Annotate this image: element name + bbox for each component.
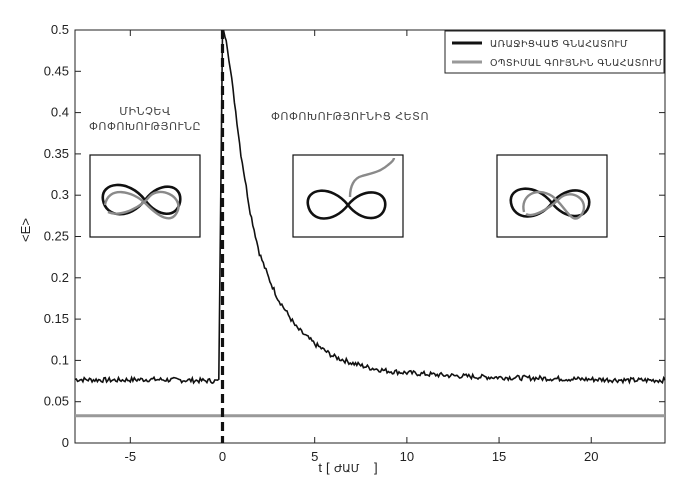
y-tick-label-5: 0.25 bbox=[44, 229, 69, 244]
y-tick-label-2: 0.1 bbox=[51, 352, 69, 367]
y-tick-label-0: 0 bbox=[62, 435, 69, 450]
y-tick-label-10: 0.5 bbox=[51, 22, 69, 37]
x-axis-label: t [ ԺԱՄ ] bbox=[318, 460, 377, 475]
x-axis-label-unit: ԺԱՄ bbox=[334, 463, 360, 475]
y-axis-ticks: 0 0.05 0.1 0.15 0.2 0.25 0.3 0.35 0.4 0.45 0.5 bbox=[44, 22, 665, 450]
inset-before-change bbox=[89, 154, 201, 238]
legend-label-1: ՕՊՏԻՄԱԼ ԳՈՒՅՆԻՆ ԳՆԱՀԱՏՈՒՄ bbox=[490, 58, 663, 69]
inset-long-after bbox=[496, 154, 608, 238]
annotation-before-line2: ՓՈՓՈԽՈՒԹՅՈՒՆԸ bbox=[89, 120, 201, 133]
annotation-after: ՓՈՓՈԽՈՒԹՅՈՒՆԻՑ ՀԵՏՈ bbox=[271, 110, 429, 123]
x-axis-label-close-bracket: ] bbox=[374, 460, 378, 475]
x-tick-label-1: 0 bbox=[219, 449, 226, 464]
y-tick-label-1: 0.05 bbox=[44, 394, 69, 409]
legend-label-0: ԱՌԱՋԻՑՎԱԾ ԳՆԱՀԱՏՈՒՄ bbox=[490, 39, 628, 50]
y-tick-label-6: 0.3 bbox=[51, 187, 69, 202]
x-tick-label-3: 10 bbox=[400, 449, 414, 464]
series-layer bbox=[74, 30, 666, 418]
y-tick-label-7: 0.35 bbox=[44, 146, 69, 161]
y-axis-label: <E> bbox=[18, 218, 33, 242]
legend: ԱՌԱՋԻՑՎԱԾ ԳՆԱՀԱՏՈՒՄ ՕՊՏԻՄԱԼ ԳՈՒՅՆԻՆ ԳՆԱՀ… bbox=[444, 30, 665, 74]
annotation-before-line1: ՄԻՆՉԵՎ bbox=[119, 105, 171, 118]
x-tick-label-4: 15 bbox=[492, 449, 506, 464]
inset-after-change bbox=[292, 154, 404, 238]
y-tick-label-4: 0.2 bbox=[51, 270, 69, 285]
x-axis-label-open-bracket: [ bbox=[326, 460, 330, 475]
series-line-0 bbox=[74, 30, 666, 385]
x-tick-label-0: -5 bbox=[125, 449, 137, 464]
x-tick-label-2: 5 bbox=[311, 449, 318, 464]
x-axis-ticks: -5 0 5 10 15 20 bbox=[125, 30, 598, 464]
legend-box bbox=[444, 30, 665, 74]
x-axis-label-var: t bbox=[318, 460, 322, 475]
y-tick-label-8: 0.4 bbox=[51, 105, 69, 120]
y-tick-label-3: 0.15 bbox=[44, 311, 69, 326]
x-tick-label-5: 20 bbox=[584, 449, 598, 464]
y-tick-label-9: 0.45 bbox=[44, 63, 69, 78]
